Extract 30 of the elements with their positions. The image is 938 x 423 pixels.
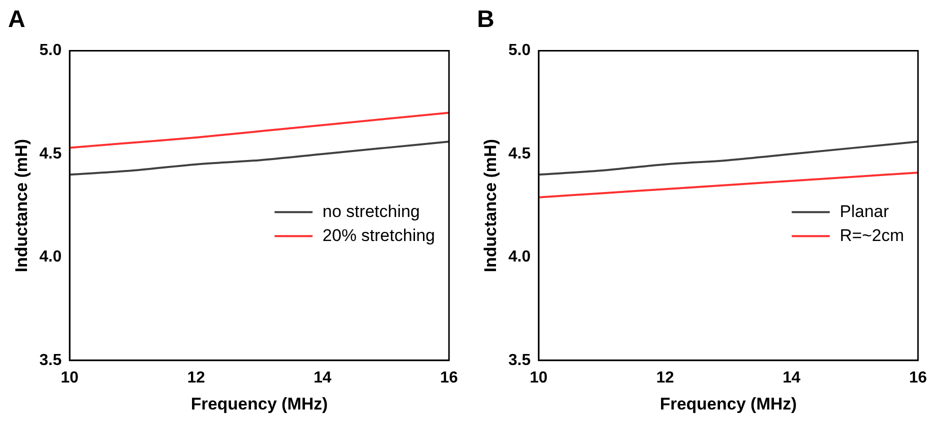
legend-label: 20% stretching <box>322 226 435 245</box>
line-series <box>538 172 918 198</box>
x-tick-label: 16 <box>440 369 458 386</box>
chart-title: B <box>477 6 494 34</box>
x-tick-label: 12 <box>656 369 674 386</box>
line-series <box>538 140 918 176</box>
y-tick-label: 5.0 <box>508 42 531 60</box>
y-axis-title: Inductance (mH) <box>12 139 31 272</box>
y-tick-label: 3.5 <box>508 352 531 369</box>
x-axis-title: Frequency (MHz) <box>190 394 328 414</box>
y-tick-label: 4.0 <box>39 248 62 266</box>
chart-title: A <box>8 6 26 34</box>
legend-label: R=~2cm <box>840 226 904 245</box>
y-tick-label: 4.0 <box>508 248 531 266</box>
x-tick-label: 16 <box>909 369 927 386</box>
x-tick-label: 10 <box>60 369 79 386</box>
y-tick-label: 4.5 <box>39 145 62 162</box>
x-tick-label: 14 <box>782 369 801 386</box>
x-tick-label: 10 <box>530 369 548 386</box>
y-axis-title: Inductance (mH) <box>480 139 500 272</box>
legend-label: Planar <box>840 202 890 221</box>
y-tick-label: 4.5 <box>508 145 531 162</box>
y-tick-label: 3.5 <box>39 352 62 369</box>
x-tick-label: 12 <box>187 369 206 386</box>
y-tick-label: 5.0 <box>39 42 62 60</box>
legend-label: no stretching <box>322 202 420 221</box>
x-axis-title: Frequency (MHz) <box>660 394 797 414</box>
line-series <box>70 112 449 149</box>
line-series <box>70 140 449 176</box>
x-tick-label: 14 <box>314 369 332 386</box>
